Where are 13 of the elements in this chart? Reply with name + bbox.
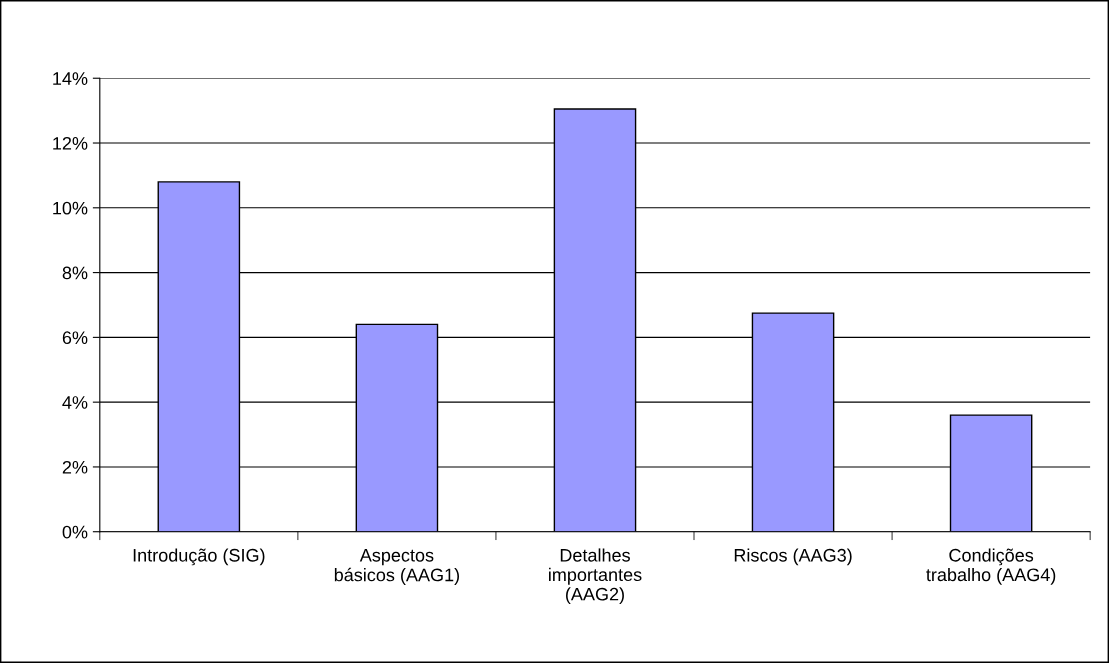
y-tick-label: 2% xyxy=(62,460,88,474)
y-tick-label: 8% xyxy=(62,266,88,280)
y-tick-label: 14% xyxy=(53,72,88,85)
y-tick-label: 10% xyxy=(53,201,88,215)
x-tick-label: Condições trabalho (AAG4) xyxy=(926,548,1056,585)
y-tick-label: 12% xyxy=(53,136,88,150)
x-tick-label: Introdução (SIG) xyxy=(133,548,265,566)
x-tick-label: Riscos (AAG3) xyxy=(734,548,852,566)
x-tick-label: Detalhes importantes (AAG2) xyxy=(549,548,642,605)
x-tick-label: Aspectos básicos (AAG1) xyxy=(334,549,460,585)
y-tick-label: 6% xyxy=(62,331,88,345)
y-tick-label: 0% xyxy=(62,525,88,539)
y-tick-label: 4% xyxy=(62,396,88,409)
